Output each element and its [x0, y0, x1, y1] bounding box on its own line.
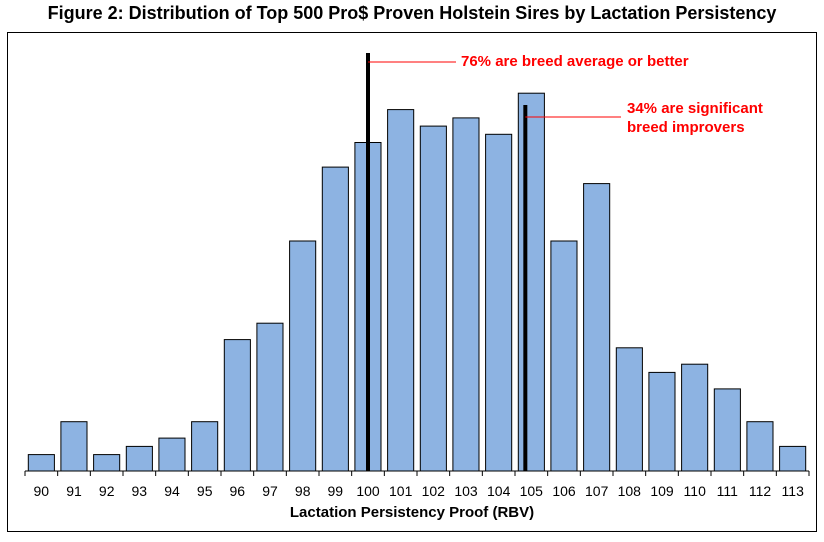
chart-title: Figure 2: Distribution of Top 500 Pro$ P…: [47, 3, 777, 23]
x-tick-label-93: 93: [132, 483, 148, 499]
x-tick-label-91: 91: [66, 483, 82, 499]
x-tick-label-96: 96: [230, 483, 246, 499]
bar-106: [550, 240, 578, 472]
bar-107: [583, 183, 611, 472]
x-tick-label-110: 110: [684, 483, 707, 499]
x-tick-label-94: 94: [164, 483, 180, 499]
bar-94: [158, 437, 186, 472]
annotation-breed-average: 76% are breed average or better: [461, 53, 689, 70]
bar-101: [387, 109, 415, 472]
x-tick-label-106: 106: [552, 483, 576, 499]
bar-105: [517, 92, 545, 472]
x-tick-label-109: 109: [650, 483, 674, 499]
bar-103: [452, 117, 480, 472]
bar-104: [485, 133, 513, 472]
x-tick-label-105: 105: [520, 483, 544, 499]
bar-99: [321, 166, 349, 472]
annotation-improvers-line1: 34% are significant: [627, 100, 763, 117]
bar-98: [289, 240, 317, 472]
x-tick-label-90: 90: [34, 483, 50, 499]
chart-frame: [7, 32, 817, 532]
bar-90: [27, 454, 55, 472]
x-tick-label-101: 101: [389, 483, 413, 499]
x-tick-label-95: 95: [197, 483, 213, 499]
bar-91: [60, 421, 88, 472]
bar-113: [779, 445, 807, 472]
bar-93: [125, 445, 153, 472]
bar-95: [191, 421, 219, 472]
bar-110: [681, 363, 709, 472]
x-tick-label-113: 113: [782, 483, 805, 499]
x-tick-label-103: 103: [454, 483, 478, 499]
x-tick-label-111: 111: [717, 483, 738, 499]
x-tick-label-112: 112: [749, 483, 772, 499]
x-tick-label-99: 99: [328, 483, 344, 499]
x-tick-label-108: 108: [618, 483, 642, 499]
bar-96: [223, 339, 251, 472]
bar-97: [256, 322, 284, 472]
x-axis-label: Lactation Persistency Proof (RBV): [289, 504, 535, 521]
x-tick-label-92: 92: [99, 483, 115, 499]
x-tick-label-100: 100: [356, 483, 380, 499]
bar-92: [93, 454, 121, 472]
x-tick-label-107: 107: [585, 483, 609, 499]
bar-112: [746, 421, 774, 472]
x-tick-label-104: 104: [487, 483, 511, 499]
bar-109: [648, 371, 676, 472]
bar-108: [615, 347, 643, 472]
x-tick-label-97: 97: [262, 483, 278, 499]
annotation-improvers-line2: breed improvers: [627, 119, 745, 136]
x-tick-label-102: 102: [422, 483, 446, 499]
x-tick-label-98: 98: [295, 483, 311, 499]
bar-111: [713, 388, 741, 472]
bar-102: [419, 125, 447, 472]
